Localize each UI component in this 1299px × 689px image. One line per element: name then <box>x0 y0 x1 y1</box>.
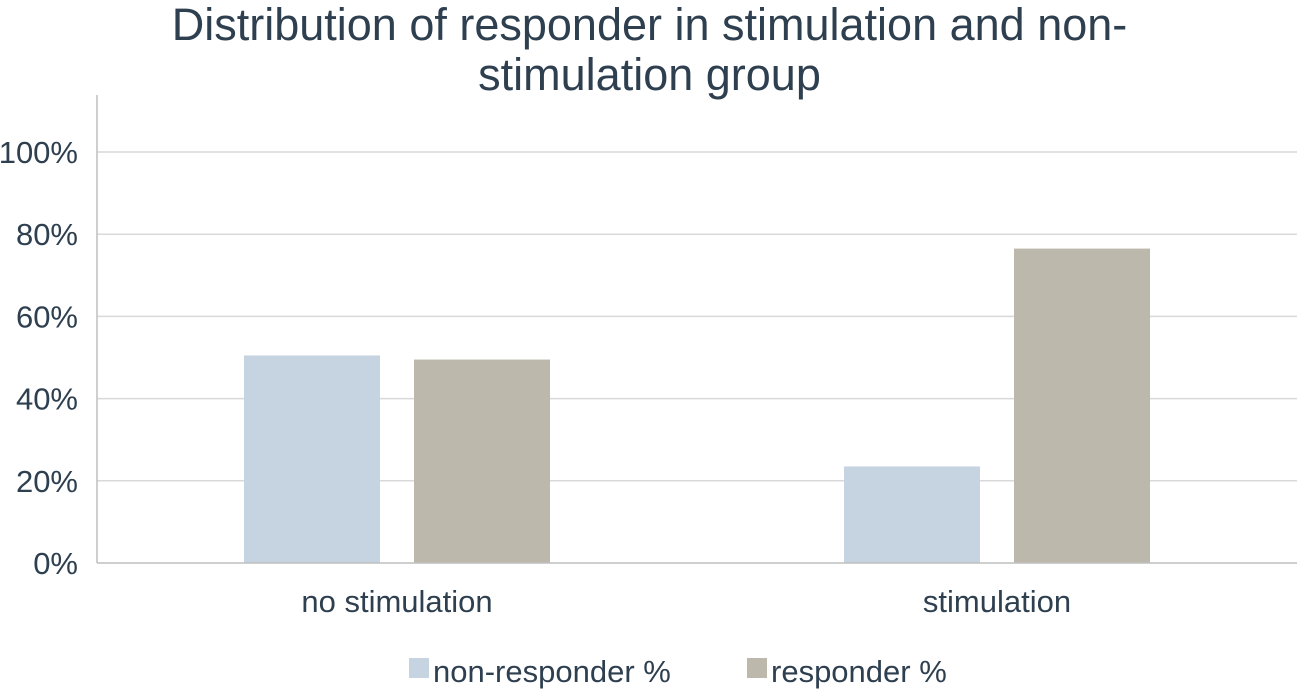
chart-title-line-1: Distribution of responder in stimulation… <box>171 0 1128 50</box>
y-axis-ticks: 0% 20% 40% 60% 80% 100% <box>0 135 78 581</box>
y-tick-label: 60% <box>16 299 78 334</box>
x-category-label: stimulation <box>923 584 1071 619</box>
chart-title: Distribution of responder in stimulation… <box>0 0 1299 100</box>
legend-label: responder % <box>771 654 947 689</box>
x-axis-categories: no stimulation stimulation <box>301 584 1071 619</box>
bar-non-responder-0 <box>244 355 380 563</box>
x-category-label: no stimulation <box>301 584 492 619</box>
y-tick-label: 80% <box>16 217 78 252</box>
bar-non-responder-1 <box>844 466 980 563</box>
bar-responder-0 <box>414 359 550 563</box>
y-tick-label: 40% <box>16 382 78 417</box>
y-tick-label: 20% <box>16 464 78 499</box>
bars <box>244 248 1150 563</box>
axes <box>96 95 1297 564</box>
y-tick-label: 0% <box>33 546 78 581</box>
legend-label: non-responder % <box>433 654 671 689</box>
bar-responder-1 <box>1014 248 1150 563</box>
chart-title-line-2: stimulation group <box>478 49 821 100</box>
legend: non-responder % responder % <box>409 654 947 689</box>
y-tick-label: 100% <box>0 135 78 170</box>
legend-swatch <box>409 658 429 678</box>
legend-swatch <box>747 658 767 678</box>
